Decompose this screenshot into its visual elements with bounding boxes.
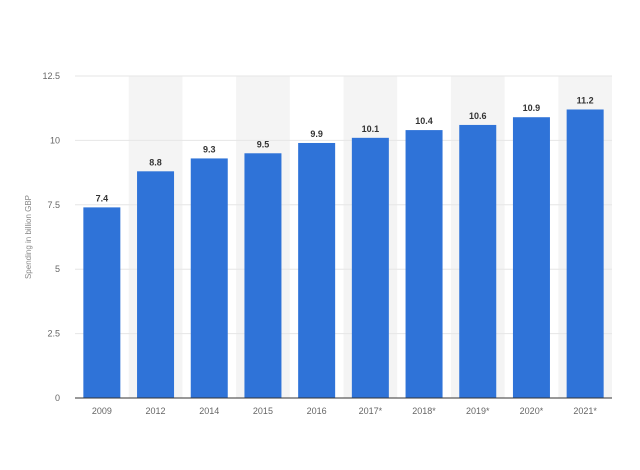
bar (244, 153, 282, 398)
bar (351, 137, 389, 398)
bar (512, 117, 550, 398)
x-tick-label: 2009 (92, 406, 112, 416)
bar (190, 158, 228, 398)
bars (83, 109, 604, 398)
x-tick-label: 2014 (199, 406, 219, 416)
y-tick-label: 12.5 (42, 71, 60, 81)
x-tick-label: 2021* (573, 406, 597, 416)
x-tick-label: 2018* (412, 406, 436, 416)
data-label: 11.2 (577, 95, 594, 105)
data-label: 10.6 (469, 111, 487, 121)
data-label: 10.9 (523, 103, 541, 113)
data-label: 9.5 (257, 139, 270, 149)
x-tick-label: 2020* (520, 406, 544, 416)
data-label: 10.1 (362, 124, 380, 134)
y-axis-title: Spending in billion GBP (24, 195, 33, 279)
y-tick-label: 5 (55, 264, 60, 274)
bar (298, 142, 336, 398)
bar (83, 207, 121, 398)
data-label: 8.8 (149, 157, 162, 167)
y-tick-label: 7.5 (47, 200, 60, 210)
bar (405, 130, 443, 398)
y-tick-label: 2.5 (47, 329, 60, 339)
y-tick-labels: 0 2.5 5 7.5 10 12.5 (42, 71, 60, 403)
y-tick-label: 10 (50, 135, 60, 145)
x-tick-label: 2019* (466, 406, 490, 416)
bar (566, 109, 604, 398)
bar (459, 124, 497, 398)
data-label: 9.3 (203, 144, 216, 154)
x-tick-label: 2015 (253, 406, 273, 416)
x-tick-label: 2016 (307, 406, 327, 416)
x-tick-labels: 2009 2012 2014 2015 2016 2017* 2018* 2019* 2020*… (92, 406, 598, 416)
data-label: 9.9 (310, 129, 323, 139)
data-label: 7.4 (96, 193, 109, 203)
bar (137, 171, 175, 398)
data-label: 10.4 (415, 116, 433, 126)
data-labels: 7.4 8.8 9.3 9.5 9.9 10.1 10.4 10.6 10.9 11.2 (96, 95, 594, 203)
x-tick-label: 2017* (359, 406, 383, 416)
y-tick-label: 0 (55, 393, 60, 403)
x-tick-label: 2012 (146, 406, 166, 416)
